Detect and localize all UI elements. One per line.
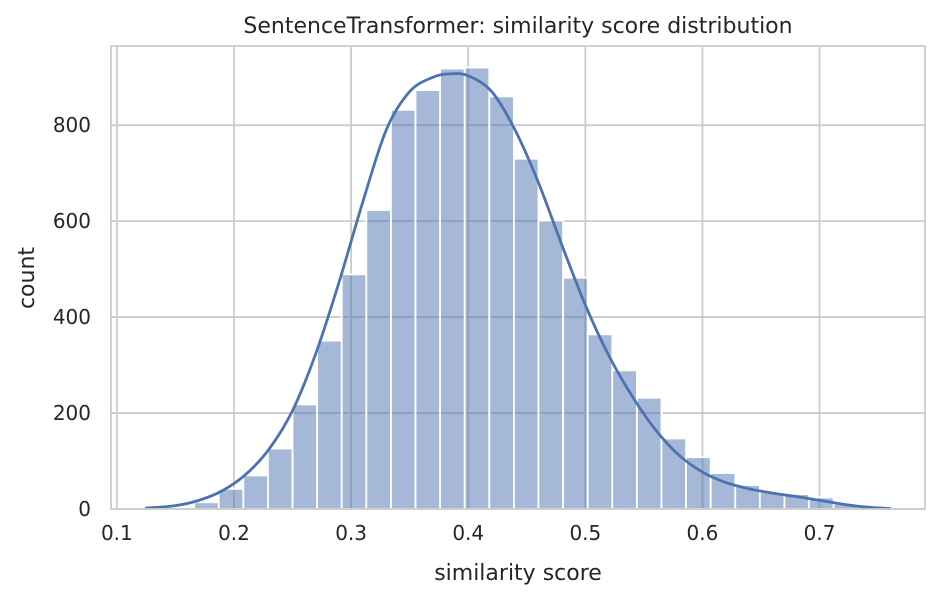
y-tick-label: 800	[53, 113, 91, 137]
y-tick-label: 200	[53, 401, 91, 425]
histogram-bars	[144, 66, 860, 510]
x-tick-label: 0.6	[687, 521, 719, 545]
histogram-bar	[635, 396, 663, 510]
histogram-bar	[611, 369, 638, 510]
y-tick-label: 0	[78, 497, 91, 521]
histogram-bar	[488, 95, 515, 510]
chart-title: SentenceTransformer: similarity score di…	[243, 14, 792, 39]
x-tick-labels: 0.1 0.2 0.3 0.4 0.5 0.6 0.7	[101, 521, 836, 545]
histogram-bar	[340, 273, 368, 510]
histogram-bar	[316, 339, 343, 510]
x-tick-label: 0.2	[218, 521, 250, 545]
y-tick-labels: 0 200 400 600 800	[53, 113, 91, 521]
kde-curve	[144, 72, 892, 510]
histogram-bar	[439, 67, 466, 510]
histogram-bar	[513, 157, 540, 510]
y-tick-label: 600	[53, 209, 91, 233]
histogram-bar	[193, 501, 220, 510]
x-tick-label: 0.7	[804, 521, 836, 545]
x-tick-label: 0.5	[569, 521, 601, 545]
x-axis-label: similarity score	[434, 561, 602, 586]
histogram-bar	[242, 474, 269, 510]
histogram-bar	[562, 276, 589, 510]
histogram-bar	[537, 219, 564, 510]
y-axis-label: count	[15, 247, 40, 309]
x-tick-label: 0.3	[335, 521, 367, 545]
x-tick-label: 0.4	[452, 521, 484, 545]
histogram-bar	[586, 333, 614, 510]
histogram-bar	[291, 403, 319, 510]
histogram-bar	[390, 108, 417, 510]
histogram-bar	[414, 89, 442, 510]
x-tick-label: 0.1	[101, 521, 133, 545]
y-tick-label: 400	[53, 305, 91, 329]
kde-curve-layer	[144, 72, 892, 510]
histogram-bar	[463, 66, 491, 510]
plot-frame	[110, 45, 926, 510]
histogram-bar	[365, 209, 392, 510]
histogram-bar	[267, 447, 294, 510]
